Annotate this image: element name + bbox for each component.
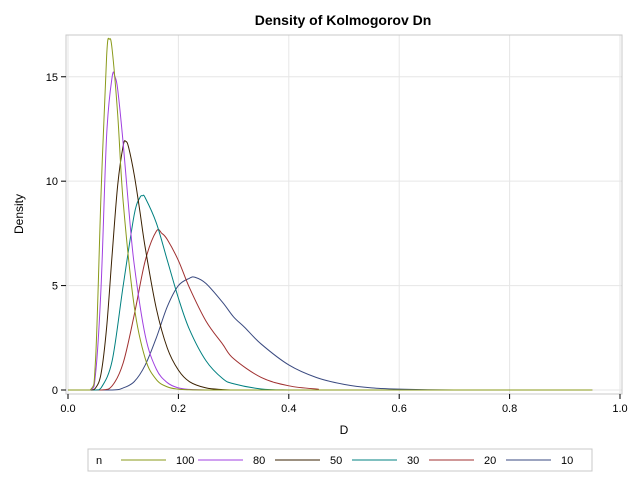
series-line-n20 <box>68 229 593 391</box>
legend-items: 100 80 50 30 20 10 <box>121 455 573 467</box>
x-tick-label: 0.2 <box>171 403 186 415</box>
chart-title: Density of Kolmogorov Dn <box>255 12 432 28</box>
legend-box <box>87 448 593 472</box>
y-tick-label: 0 <box>52 385 58 397</box>
x-tick-label: 0.8 <box>502 403 517 415</box>
series-line-n100 <box>68 37 593 391</box>
y-tick-label: 5 <box>52 281 58 293</box>
series-layer <box>68 37 593 391</box>
legend-label-n50: 50 <box>330 455 342 467</box>
x-tick-label: 0.4 <box>281 403 296 415</box>
x-tick-label: 0.6 <box>392 403 407 415</box>
y-tick-label: 10 <box>46 176 58 188</box>
x-tick-label: 1.0 <box>612 403 627 415</box>
legend-label-n20: 20 <box>484 455 496 467</box>
series-line-n10 <box>68 276 593 391</box>
y-tick-label: 15 <box>46 72 58 84</box>
axes: 0.0 0.2 0.4 0.6 0.8 1.0 0 5 10 15 <box>46 72 628 415</box>
legend-label-n80: 80 <box>253 455 265 467</box>
legend: n 100 80 50 30 20 10 <box>87 448 593 472</box>
series-line-n50 <box>68 140 593 391</box>
x-axis-label: D <box>340 423 349 437</box>
y-axis-label: Density <box>12 194 26 234</box>
legend-label-n100: 100 <box>176 455 194 467</box>
series-line-n80 <box>68 71 593 391</box>
grid <box>66 35 622 394</box>
legend-label-n30: 30 <box>407 455 419 467</box>
x-tick-label: 0.0 <box>60 403 75 415</box>
legend-title: n <box>96 455 102 467</box>
legend-label-n10: 10 <box>561 455 573 467</box>
series-line-n30 <box>68 194 593 391</box>
plot-frame <box>65 34 623 395</box>
